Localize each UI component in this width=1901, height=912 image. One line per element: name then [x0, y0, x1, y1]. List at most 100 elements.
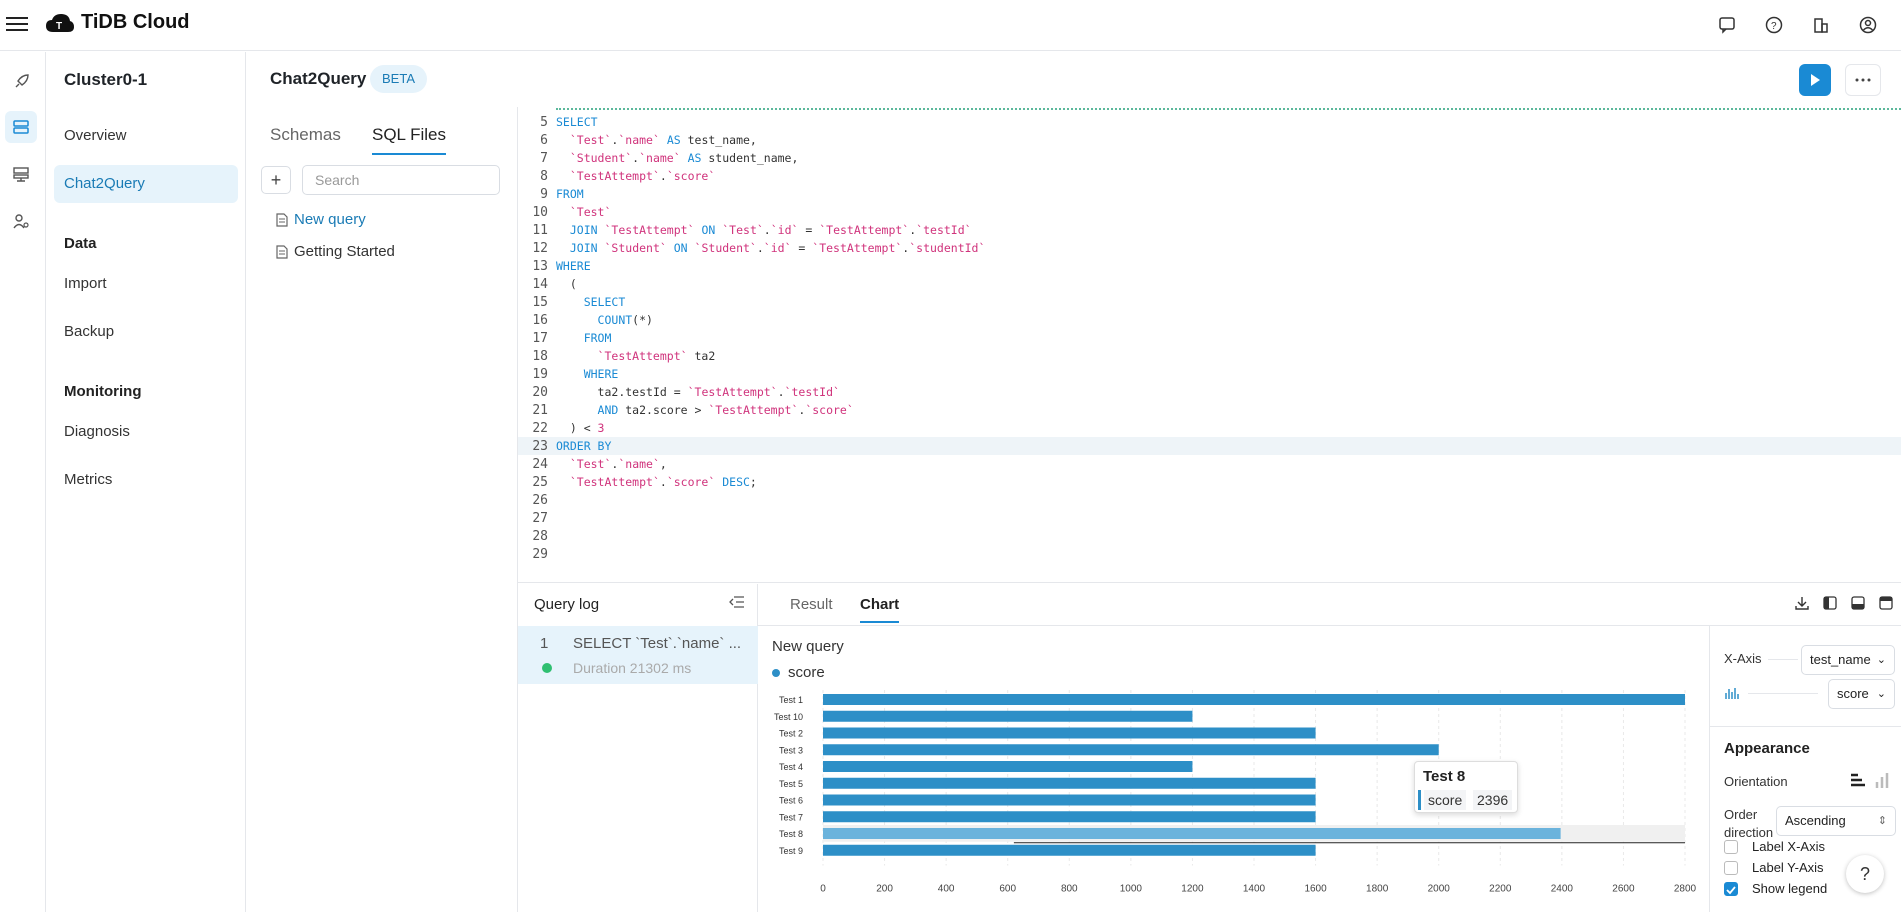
query-log-entry[interactable]: 1 SELECT `Test`.`name` ... Duration 2130…: [518, 626, 758, 684]
add-file-button[interactable]: +: [261, 166, 291, 194]
x-tick-label: 600: [999, 884, 1016, 895]
help-button[interactable]: ?: [1846, 855, 1884, 893]
chart-settings: X-Axis test_name ⌄ score ⌄ Appearance Or…: [1709, 626, 1901, 912]
collapse-list-icon[interactable]: [729, 595, 745, 614]
line-number: 14: [532, 277, 548, 292]
bar-test-10[interactable]: [823, 710, 1193, 722]
nav-backup[interactable]: Backup: [64, 323, 115, 340]
code-line[interactable]: 26: [518, 491, 1901, 509]
x-tick-label: 2800: [1674, 884, 1697, 895]
line-number: 9: [540, 187, 548, 202]
code-line[interactable]: 25 `TestAttempt`.`score` DESC;: [518, 473, 1901, 491]
y-tick-label: Test 1: [779, 695, 803, 705]
code-text: JOIN `TestAttempt` ON `Test`.`id` = `Tes…: [569, 223, 972, 237]
code-line[interactable]: 8 `TestAttempt`.`score`: [518, 167, 1901, 185]
tab-schemas[interactable]: Schemas: [270, 125, 341, 144]
x-tick-label: 1400: [1243, 884, 1266, 895]
line-number: 29: [532, 547, 548, 562]
bar-chart[interactable]: 0 200 400 600 800 1000 1200 1400 1600 1800 2000 220…: [758, 626, 1709, 912]
code-line[interactable]: 17 FROM: [518, 329, 1901, 347]
x-axis-select[interactable]: test_name ⌄: [1801, 645, 1895, 675]
bar-test-8[interactable]: [823, 828, 1561, 839]
file-item[interactable]: Getting Started: [276, 243, 395, 260]
y-axis-select[interactable]: score ⌄: [1828, 679, 1895, 709]
bar-test-6[interactable]: [823, 794, 1316, 806]
code-text: AND ta2.score > `TestAttempt`.`score`: [597, 403, 854, 417]
more-options-button[interactable]: [1845, 64, 1881, 96]
run-button[interactable]: [1799, 64, 1831, 96]
layout-maximize-icon[interactable]: [1877, 594, 1895, 612]
vertical-bars-icon[interactable]: [1874, 772, 1890, 793]
chat-icon[interactable]: [1714, 12, 1740, 38]
logo[interactable]: T TiDB Cloud: [45, 11, 190, 34]
cluster-name[interactable]: Cluster0-1: [64, 70, 148, 89]
layout-bottom-icon[interactable]: [1849, 594, 1867, 612]
bar-test-2[interactable]: [823, 727, 1316, 739]
code-line[interactable]: 24 `Test`.`name`,: [518, 455, 1901, 473]
bar-test-5[interactable]: [823, 777, 1316, 789]
code-text: FROM: [583, 331, 612, 345]
menu-icon[interactable]: [6, 14, 28, 34]
tab-chart[interactable]: Chart: [860, 596, 900, 623]
line-number: 20: [532, 385, 548, 400]
code-line[interactable]: 9 FROM: [518, 185, 1901, 203]
layout-left-icon[interactable]: [1821, 594, 1839, 612]
code-line[interactable]: 28: [518, 527, 1901, 545]
line-number: 6: [540, 133, 548, 148]
code-line[interactable]: 23 ORDER BY: [518, 437, 1901, 455]
label-y-axis-checkbox[interactable]: [1724, 861, 1738, 875]
label-x-axis-checkbox[interactable]: [1724, 840, 1738, 854]
line-number: 28: [532, 529, 548, 544]
nav-overview[interactable]: Overview: [64, 127, 127, 144]
horizontal-bars-icon[interactable]: [1850, 772, 1866, 793]
code-line[interactable]: 22 ) < 3: [518, 419, 1901, 437]
tooltip-swatch: [1418, 790, 1421, 810]
chart-legend[interactable]: score: [772, 664, 825, 681]
code-line[interactable]: 11 JOIN `TestAttempt` ON `Test`.`id` = `…: [518, 221, 1901, 239]
x-tick-label: 1200: [1181, 884, 1204, 895]
rocket-icon[interactable]: [5, 66, 37, 98]
database-icon[interactable]: [5, 158, 37, 190]
code-line[interactable]: 18 `TestAttempt` ta2: [518, 347, 1901, 365]
code-text: SELECT: [556, 115, 598, 129]
code-text: JOIN `Student` ON `Student`.`id` = `Test…: [569, 241, 986, 255]
code-line[interactable]: 19 WHERE: [518, 365, 1901, 383]
code-line[interactable]: 5 SELECT: [518, 113, 1901, 131]
code-line[interactable]: 20 ta2.testId = `TestAttempt`.`testId`: [518, 383, 1901, 401]
users-icon[interactable]: [5, 205, 37, 237]
nav-diagnosis[interactable]: Diagnosis: [64, 423, 130, 440]
nav-metrics[interactable]: Metrics: [64, 471, 113, 488]
download-icon[interactable]: [1793, 594, 1811, 612]
order-direction-select[interactable]: Ascending ⇕: [1776, 806, 1896, 836]
bar-test-9[interactable]: [823, 844, 1316, 856]
code-line[interactable]: 14 (: [518, 275, 1901, 293]
code-line[interactable]: 7 `Student`.`name` AS student_name,: [518, 149, 1901, 167]
tab-sql-files[interactable]: SQL Files: [372, 125, 447, 155]
tab-result[interactable]: Result: [790, 596, 833, 613]
nav-import[interactable]: Import: [64, 275, 107, 292]
sql-editor[interactable]: 5 SELECT 6 `Test`.`name` AS test_name, 7 `S…: [518, 107, 1901, 583]
code-line[interactable]: 27: [518, 509, 1901, 527]
code-line[interactable]: 21 AND ta2.score > `TestAttempt`.`score`: [518, 401, 1901, 419]
search-input[interactable]: [302, 165, 500, 195]
clusters-icon[interactable]: [5, 111, 37, 143]
bar-test-1[interactable]: [823, 694, 1685, 705]
bar-test-3[interactable]: [823, 744, 1439, 756]
show-legend-text: Show legend: [1752, 881, 1828, 896]
code-line[interactable]: 29: [518, 545, 1901, 563]
organization-icon[interactable]: [1808, 12, 1834, 38]
bar-test-4[interactable]: [823, 761, 1193, 772]
user-account-icon[interactable]: [1855, 12, 1881, 38]
code-line[interactable]: 16 COUNT(*): [518, 311, 1901, 329]
code-line[interactable]: 13 WHERE: [518, 257, 1901, 275]
code-line[interactable]: 10 `Test`: [518, 203, 1901, 221]
help-circle-icon[interactable]: ?: [1761, 12, 1787, 38]
nav-chat2query[interactable]: Chat2Query: [54, 165, 238, 203]
bar-test-7[interactable]: [823, 811, 1316, 823]
code-line[interactable]: 12 JOIN `Student` ON `Student`.`id` = `T…: [518, 239, 1901, 257]
show-legend-checkbox[interactable]: [1724, 882, 1738, 896]
code-line[interactable]: 6 `Test`.`name` AS test_name,: [518, 131, 1901, 149]
code-line[interactable]: 15 SELECT: [518, 293, 1901, 311]
file-item[interactable]: New query: [276, 211, 366, 228]
line-number: 24: [532, 457, 548, 472]
